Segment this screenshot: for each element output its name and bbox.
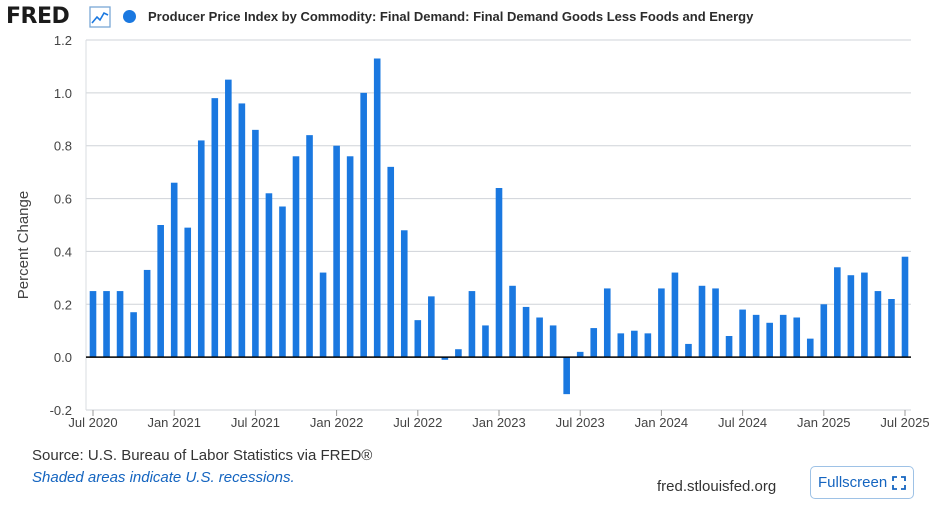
y-tick-label: 1.2 (54, 33, 72, 48)
y-tick-label: 0.4 (54, 244, 72, 259)
y-tick-label: 0.8 (54, 139, 72, 154)
bar (685, 343, 692, 358)
bar (319, 272, 327, 358)
chart-header: FRED Producer Price Index by Commodity: … (0, 0, 934, 34)
bar (400, 230, 408, 358)
bar (834, 267, 841, 358)
bar (414, 320, 422, 358)
bar (522, 306, 530, 358)
bar (346, 156, 354, 358)
bar (603, 288, 611, 358)
bar (387, 166, 395, 358)
y-axis-ticks: 1.2 1.0 0.8 0.6 0.4 0.2 0.0 -0.2 (50, 33, 72, 418)
bar (631, 330, 638, 358)
x-tick-label: Jan 2024 (635, 415, 689, 430)
bar (428, 296, 435, 358)
x-axis-ticks: Jul 2020 Jan 2021 Jul 2021 Jan 2022 Jul 2022… (68, 410, 930, 430)
bar (766, 322, 773, 358)
bar (806, 338, 814, 358)
fullscreen-button[interactable]: Fullscreen (810, 466, 914, 499)
bar (847, 275, 855, 358)
x-tick-label: Jul 2025 (880, 415, 929, 430)
x-tick-label: Jul 2023 (556, 415, 605, 430)
bar (238, 103, 246, 358)
bar (211, 98, 219, 358)
bar (333, 145, 340, 358)
bar (252, 129, 259, 358)
x-tick-label: Jan 2022 (310, 415, 364, 430)
bar (874, 291, 882, 358)
bar (455, 349, 462, 358)
bar (292, 156, 300, 358)
y-axis-label: Percent Change (15, 191, 32, 299)
bar (116, 291, 124, 358)
y-tick-label: 0.2 (54, 297, 72, 312)
bar (536, 317, 543, 358)
y-tick-label: 0.6 (54, 192, 72, 207)
bar (373, 58, 381, 358)
recession-note: Shaded areas indicate U.S. recessions. (32, 469, 295, 486)
bar (441, 357, 449, 360)
bar (793, 317, 801, 358)
bar (563, 357, 570, 395)
bar-series (89, 58, 909, 395)
fullscreen-label: Fullscreen (818, 474, 888, 491)
chart-title: Producer Price Index by Commodity: Final… (148, 9, 754, 24)
bar (265, 193, 273, 358)
bar (103, 291, 110, 358)
bar (482, 325, 489, 358)
expand-icon (892, 476, 906, 490)
x-tick-label: Jul 2021 (231, 415, 280, 430)
bar-chart: 1.2 1.0 0.8 0.6 0.4 0.2 0.0 -0.2 Jul 2020 Jan 20… (15, 33, 930, 430)
bar (752, 314, 760, 358)
bar (184, 227, 192, 358)
bar (130, 312, 137, 358)
site-url[interactable]: fred.stlouisfed.org (657, 478, 777, 495)
bar (549, 325, 557, 358)
bar (712, 288, 719, 358)
bar (725, 336, 733, 358)
bar (225, 79, 232, 358)
bar (170, 182, 178, 358)
fred-logo[interactable]: FRED (6, 4, 70, 29)
x-tick-label: Jul 2024 (718, 415, 767, 430)
y-tick-label: -0.2 (50, 403, 72, 418)
bar (468, 291, 476, 358)
legend-marker (123, 10, 136, 23)
bar (495, 188, 503, 358)
bar (671, 272, 679, 358)
y-tick-label: 1.0 (54, 86, 72, 101)
x-tick-label: Jan 2023 (472, 415, 526, 430)
bar (820, 304, 828, 358)
bar (644, 333, 652, 358)
bar (888, 299, 895, 358)
x-tick-label: Jan 2025 (797, 415, 851, 430)
bar (157, 225, 164, 358)
line-chart-icon (89, 6, 111, 28)
bar (779, 314, 787, 358)
bar (901, 256, 909, 358)
bar (306, 135, 313, 358)
bar (698, 285, 706, 358)
bar (658, 288, 665, 358)
x-tick-label: Jul 2020 (68, 415, 117, 430)
bar (861, 272, 868, 358)
x-tick-label: Jan 2021 (147, 415, 201, 430)
source-text: Source: U.S. Bureau of Labor Statistics … (32, 447, 373, 464)
bar (617, 333, 625, 358)
bar (576, 351, 584, 358)
x-tick-label: Jul 2022 (393, 415, 442, 430)
bar (739, 309, 746, 358)
y-tick-label: 0.0 (54, 350, 72, 365)
bar (89, 291, 97, 358)
bar (197, 140, 205, 358)
bar (509, 285, 516, 358)
bar (590, 328, 598, 358)
bar (360, 92, 367, 358)
bar (143, 269, 151, 358)
bar (279, 206, 286, 358)
